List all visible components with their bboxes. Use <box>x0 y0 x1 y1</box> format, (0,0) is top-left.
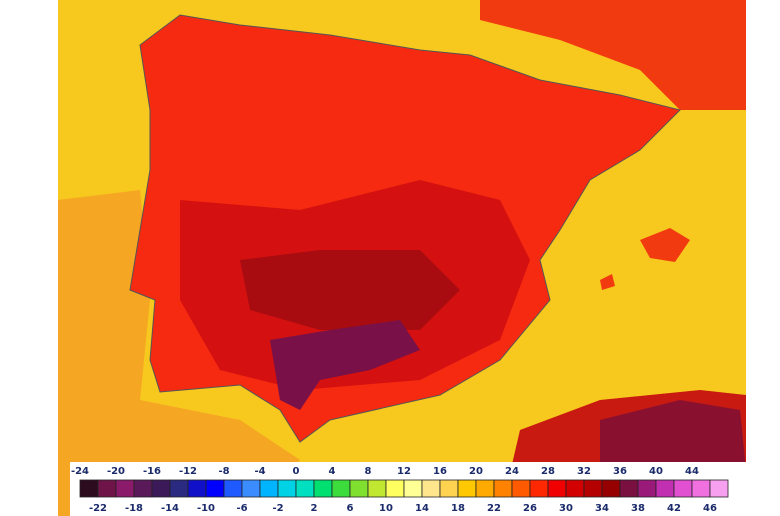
legend-label-top: -8 <box>218 466 229 477</box>
legend-swatch <box>259 479 279 498</box>
legend-label-top: 8 <box>365 466 372 477</box>
legend-label-bottom: -14 <box>161 503 179 514</box>
legend-swatch <box>511 479 531 498</box>
legend-swatch <box>97 479 117 498</box>
legend-label-top: 28 <box>541 466 555 477</box>
legend-label-bottom: -2 <box>272 503 283 514</box>
legend-swatch <box>493 479 513 498</box>
legend-swatch <box>619 479 639 498</box>
legend-label-top: 12 <box>397 466 411 477</box>
legend-label-top: 24 <box>505 466 519 477</box>
legend-swatch <box>367 479 387 498</box>
legend-label-top: 40 <box>649 466 663 477</box>
legend-label-top: 0 <box>293 466 300 477</box>
sea-warm <box>58 190 300 516</box>
legend-label-bottom: -22 <box>89 503 107 514</box>
legend-swatch <box>439 479 459 498</box>
legend-label-top: -24 <box>71 466 89 477</box>
legend-label-bottom: 26 <box>523 503 537 514</box>
color-legend: -24 -20 -16 -12 -8 -4 0 4 8 12 16 20 24 28 32 36 40 44-22… <box>70 462 746 516</box>
france <box>480 0 746 110</box>
legend-swatch <box>457 479 477 498</box>
legend-label-top: 36 <box>613 466 627 477</box>
legend-swatch <box>655 479 675 498</box>
legend-label-bottom: 38 <box>631 503 645 514</box>
legend-label-bottom: -10 <box>197 503 215 514</box>
legend-swatch <box>115 479 135 498</box>
legend-swatch <box>313 479 333 498</box>
legend-swatch <box>529 479 549 498</box>
legend-label-top: 20 <box>469 466 483 477</box>
guadalquivir <box>270 320 420 410</box>
legend-swatch <box>601 479 621 498</box>
legend-label-top: -20 <box>107 466 125 477</box>
legend-swatch <box>79 479 99 498</box>
legend-swatch <box>709 479 729 498</box>
legend-swatch <box>187 479 207 498</box>
legend-label-top: -4 <box>254 466 265 477</box>
legend-swatch <box>691 479 711 498</box>
legend-swatch <box>277 479 297 498</box>
legend-swatch <box>331 479 351 498</box>
legend-label-bottom: 22 <box>487 503 501 514</box>
legend-swatch <box>673 479 693 498</box>
map <box>58 0 746 516</box>
legend-label-bottom: 42 <box>667 503 681 514</box>
legend-swatch <box>547 479 567 498</box>
legend-swatch <box>421 479 441 498</box>
legend-label-top: -12 <box>179 466 197 477</box>
legend-label-bottom: -6 <box>236 503 247 514</box>
legend-swatch <box>637 479 657 498</box>
legend-swatch <box>475 479 495 498</box>
legend-swatch <box>223 479 243 498</box>
legend-label-bottom: 30 <box>559 503 573 514</box>
legend-label-top: 16 <box>433 466 447 477</box>
legend-label-bottom: 10 <box>379 503 393 514</box>
legend-swatch <box>385 479 405 498</box>
legend-swatch <box>205 479 225 498</box>
legend-label-bottom: 14 <box>415 503 429 514</box>
legend-label-top: 32 <box>577 466 591 477</box>
legend-swatch <box>583 479 603 498</box>
legend-swatch <box>403 479 423 498</box>
legend-swatch <box>151 479 171 498</box>
legend-swatch <box>241 479 261 498</box>
core-hot <box>240 250 460 330</box>
legend-swatch <box>565 479 585 498</box>
legend-label-top: 44 <box>685 466 699 477</box>
legend-label-top: 4 <box>329 466 336 477</box>
legend-label-bottom: 6 <box>347 503 354 514</box>
legend-label-bottom: 2 <box>311 503 318 514</box>
legend-label-top: -16 <box>143 466 161 477</box>
legend-swatch <box>169 479 189 498</box>
legend-label-bottom: 46 <box>703 503 717 514</box>
legend-swatch <box>349 479 369 498</box>
ibiza <box>600 274 615 290</box>
legend-label-bottom: -18 <box>125 503 143 514</box>
mallorca <box>640 228 690 262</box>
legend-swatch <box>295 479 315 498</box>
legend-swatch <box>133 479 153 498</box>
legend-label-bottom: 34 <box>595 503 609 514</box>
legend-label-bottom: 18 <box>451 503 465 514</box>
